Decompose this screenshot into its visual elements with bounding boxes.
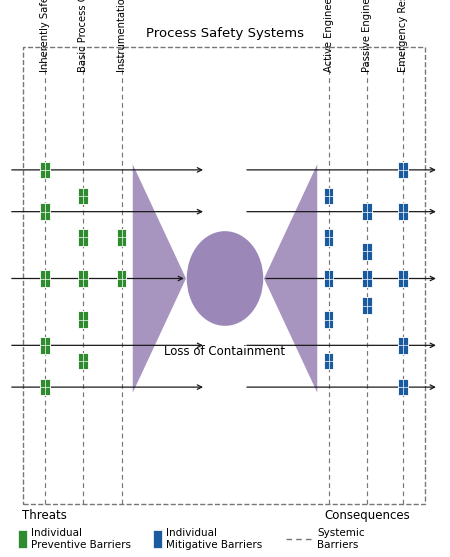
- Bar: [40, 379, 50, 395]
- Text: Process Safety Systems: Process Safety Systems: [146, 27, 304, 40]
- Bar: [78, 229, 88, 246]
- Bar: [18, 530, 27, 548]
- Bar: [78, 270, 88, 287]
- Bar: [324, 188, 333, 204]
- Bar: [40, 162, 50, 178]
- Bar: [324, 311, 333, 328]
- Text: Individual
Mitigative Barriers: Individual Mitigative Barriers: [166, 529, 262, 550]
- Bar: [40, 203, 50, 220]
- Polygon shape: [264, 164, 317, 393]
- Bar: [324, 353, 333, 369]
- Bar: [78, 311, 88, 328]
- Text: Basic Process Control Systems: Basic Process Control Systems: [78, 0, 88, 72]
- Bar: [362, 270, 372, 287]
- Bar: [398, 379, 408, 395]
- Bar: [324, 229, 333, 246]
- Text: Passive Engineering Controls: Passive Engineering Controls: [362, 0, 372, 72]
- Bar: [324, 270, 333, 287]
- Polygon shape: [133, 164, 186, 393]
- Text: Emergency Response: Emergency Response: [398, 0, 408, 72]
- Text: Loss of Containment: Loss of Containment: [164, 345, 286, 358]
- Text: Systemic
Barriers: Systemic Barriers: [317, 529, 365, 550]
- Bar: [78, 188, 88, 204]
- Text: Instrumentation and Alarms: Instrumentation and Alarms: [117, 0, 126, 72]
- Bar: [398, 337, 408, 354]
- Circle shape: [187, 231, 263, 326]
- Bar: [153, 530, 162, 548]
- Text: Consequences: Consequences: [324, 509, 410, 522]
- Bar: [117, 270, 126, 287]
- Bar: [40, 337, 50, 354]
- Bar: [362, 297, 372, 314]
- Bar: [398, 270, 408, 287]
- Text: Threats: Threats: [22, 509, 68, 522]
- Bar: [117, 229, 126, 246]
- Bar: [398, 162, 408, 178]
- Bar: [40, 270, 50, 287]
- Text: Active Engineering Controls: Active Engineering Controls: [324, 0, 333, 72]
- Bar: [78, 353, 88, 369]
- Bar: [398, 203, 408, 220]
- Bar: [362, 203, 372, 220]
- Text: Individual
Preventive Barriers: Individual Preventive Barriers: [31, 529, 130, 550]
- Text: Inherently Safer Design: Inherently Safer Design: [40, 0, 50, 72]
- Bar: [362, 243, 372, 260]
